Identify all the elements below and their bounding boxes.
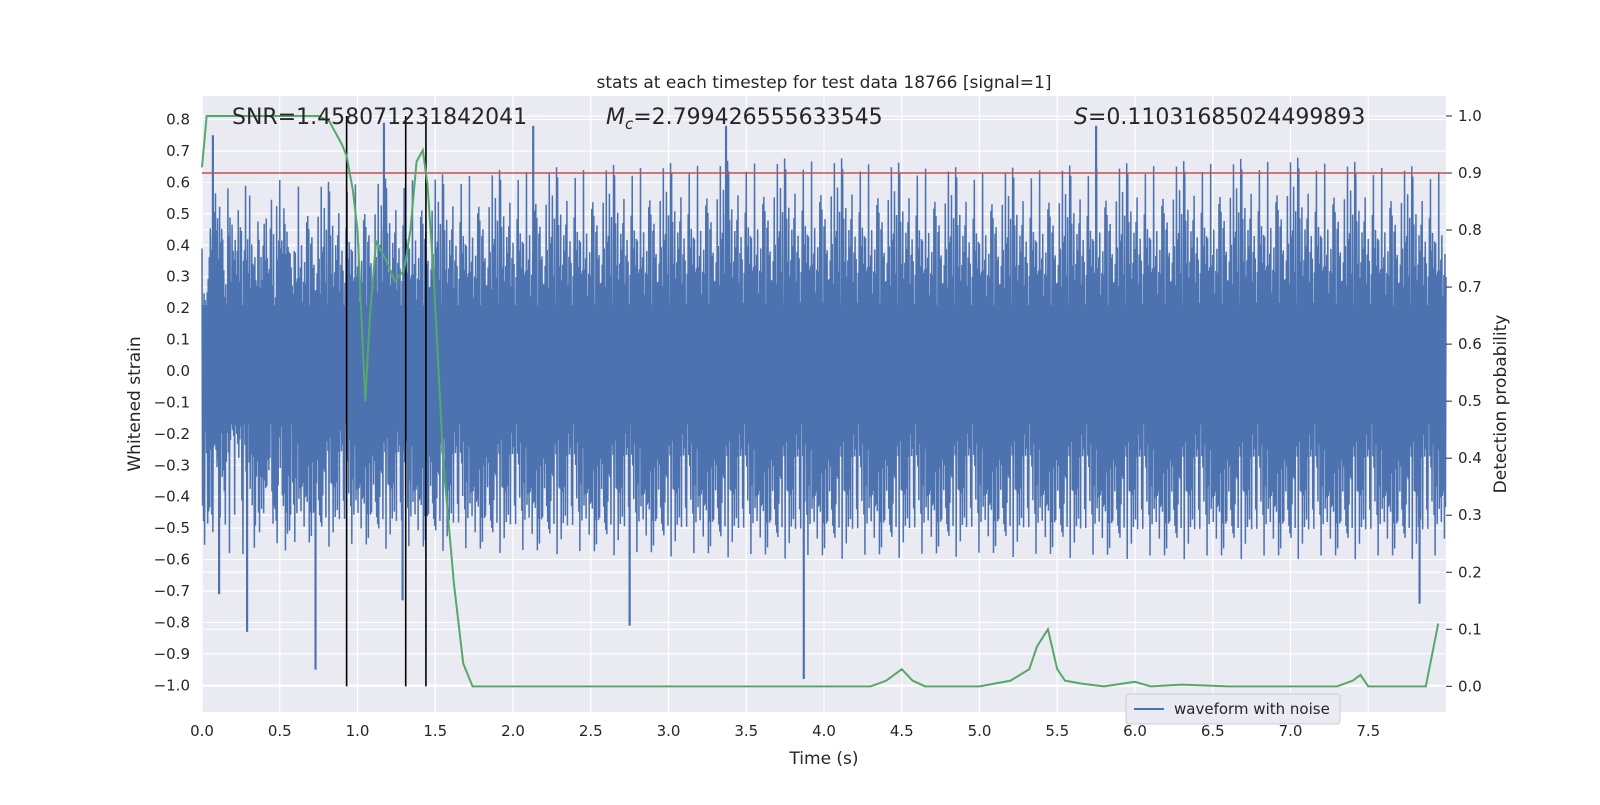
y2-axis-ticks: 1.0 0.9 0.8 0.7 0.6 0.5 0.4 0.3 0.2 0.1 0.0 [1446,107,1482,695]
y-tick-label: 0.3 [166,268,190,286]
x-tick-label: 0.5 [268,722,292,740]
y-tick-label: −0.4 [154,488,190,506]
chart-title: stats at each timestep for test data 187… [597,73,1052,93]
x-tick-label: 3.0 [657,722,681,740]
x-tick-label: 1.0 [346,722,370,740]
y-axis-title: Whitened strain [125,336,145,471]
x-tick-label: 1.5 [423,722,447,740]
x-tick-label: 5.0 [968,722,992,740]
waveform-line [201,157,1447,560]
y2-tick-label: 0.2 [1458,563,1482,581]
x-axis-ticks: 0.0 0.5 1.0 1.5 2.0 2.5 3.0 3.5 4.0 4.5 5.0 5.5 6.0 6… [190,722,1380,740]
x-tick-label: 4.5 [890,722,914,740]
s-value: =0.11031685024499893 [1088,105,1365,130]
y-tick-label: −0.3 [154,456,190,474]
y-tick-label: 0.2 [166,299,190,317]
x-tick-label: 5.5 [1045,722,1069,740]
x-tick-label: 6.5 [1201,722,1225,740]
x-tick-label: 7.0 [1279,722,1303,740]
x-tick-label: 2.0 [501,722,525,740]
vertical-markers [345,115,427,687]
x-axis-title: Time (s) [788,749,858,769]
probability-line [201,114,1440,688]
waveform-series [201,122,1447,679]
y-tick-label: 0.8 [166,111,190,129]
legend: waveform with noise [1125,693,1341,725]
y2-tick-label: 0.8 [1458,221,1482,239]
y-tick-label: 0.4 [166,236,190,254]
legend-box [1125,693,1341,725]
y-tick-label: −1.0 [154,676,190,694]
y2-tick-label: 1.0 [1458,107,1482,125]
snr-annotation: SNR=1.458071231842041 [232,105,527,130]
y2-axis-title: Detection probability [1491,315,1511,494]
y-tick-label: −0.9 [154,645,190,663]
y2-tick-label: 0.7 [1458,278,1482,296]
waveform-core-band [202,305,1446,425]
y-axis-ticks: 0.8 0.7 0.6 0.5 0.4 0.3 0.2 0.1 0.0 −0.1 −0.2 −0.3 −… [154,111,190,695]
s-symbol: S [1074,105,1088,130]
mc-value: =2.799426555633545 [633,105,882,130]
x-tick-label: 4.0 [812,722,836,740]
y-tick-label: −0.2 [154,425,190,443]
s-annotation: S=0.11031685024499893 [1074,105,1365,130]
y2-tick-label: 0.9 [1458,164,1482,182]
x-tick-label: 7.5 [1356,722,1380,740]
mc-symbol: M [606,105,625,130]
x-tick-label: 2.5 [579,722,603,740]
y-tick-label: 0.6 [166,173,190,191]
chirp-mass-annotation: Mc=2.799426555633545 [606,105,883,133]
y2-tick-label: 0.5 [1458,392,1482,410]
x-tick-label: 3.5 [734,722,758,740]
y2-tick-label: 0.3 [1458,506,1482,524]
y2-tick-label: 0.1 [1458,620,1482,638]
legend-label-waveform: waveform with noise [1174,700,1330,718]
y-tick-label: 0.0 [166,362,190,380]
mc-subscript: c [625,115,634,133]
y-tick-label: −0.5 [154,519,190,537]
y-tick-label: 0.7 [166,142,190,160]
y-tick-label: −0.7 [154,582,190,600]
y-tick-label: 0.5 [166,205,190,223]
y-tick-label: −0.1 [154,393,190,411]
probability-series [201,114,1440,688]
y2-tick-label: 0.6 [1458,335,1482,353]
y-tick-label: 0.1 [166,331,190,349]
y2-tick-label: 0.4 [1458,449,1482,467]
x-tick-label: 6.0 [1123,722,1147,740]
y2-tick-label: 0.0 [1458,677,1482,695]
x-tick-label: 0.0 [190,722,214,740]
y-tick-label: −0.8 [154,613,190,631]
y-tick-label: −0.6 [154,551,190,569]
